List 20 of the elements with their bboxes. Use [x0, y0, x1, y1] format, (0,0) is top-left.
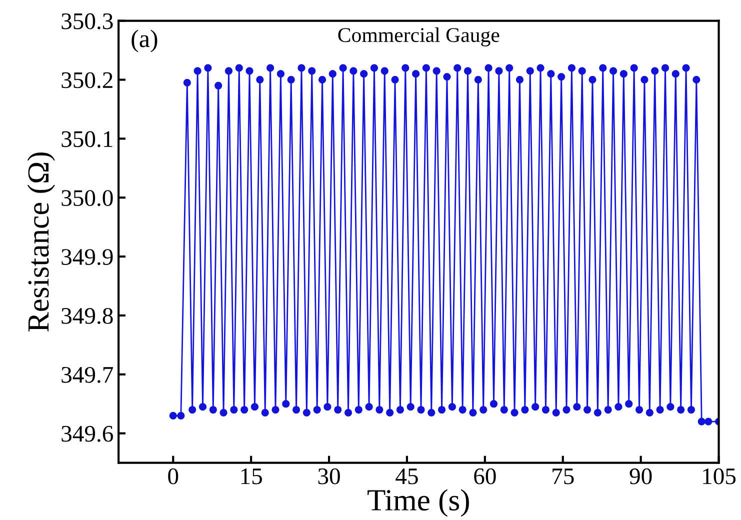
y-tick-label: 349.7 [62, 366, 114, 383]
y-tick-label: 349.8 [62, 308, 113, 324]
y-axis-title: Resistance (Ω) [27, 152, 56, 332]
x-tick-label: 90 [630, 468, 652, 484]
x-tick-label: 15 [241, 468, 262, 484]
y-tick-label: 349.9 [62, 249, 113, 266]
x-tick-label: 30 [318, 468, 340, 484]
x-tick-label: 60 [474, 468, 496, 484]
chart-title: Commercial Gauge [338, 27, 500, 46]
x-tick-label: 75 [552, 468, 574, 484]
y-tick-label: 350.3 [62, 13, 113, 30]
y-tick-label: 350.0 [62, 190, 113, 206]
y-tick-label: 349.6 [62, 426, 113, 442]
x-tick-label: 0 [168, 468, 178, 484]
x-tick-label: 45 [396, 468, 418, 484]
x-axis-title: Time (s) [368, 489, 469, 517]
y-tick-label: 350.1 [62, 131, 112, 148]
y-tick-label: 350.2 [62, 72, 112, 88]
annotation: (a) [132, 30, 158, 52]
x-tick-label: 105 [703, 468, 736, 484]
